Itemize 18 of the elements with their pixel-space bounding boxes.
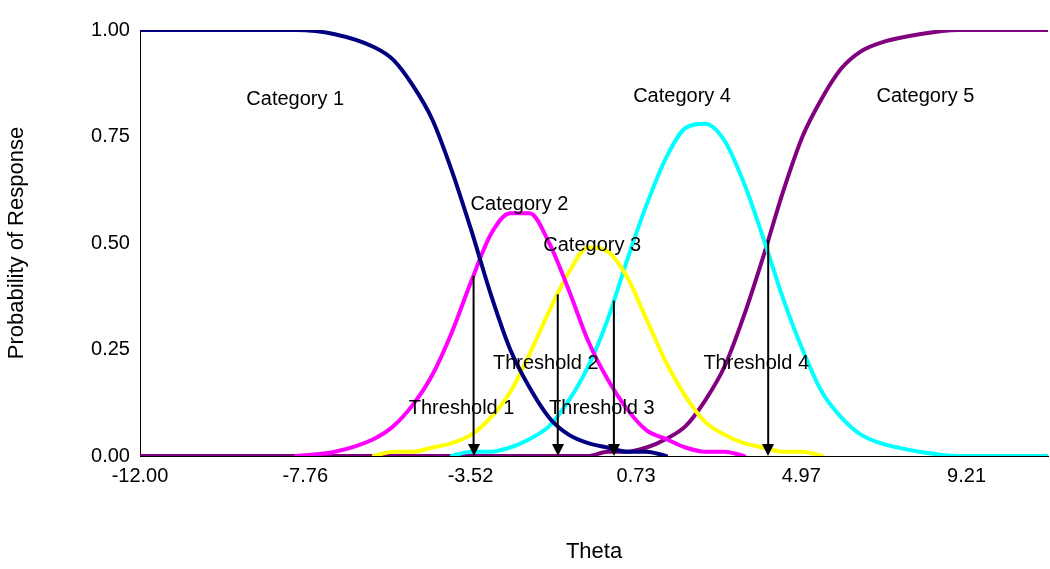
text: Category 1	[246, 87, 345, 110]
y-tick-label: 1.00	[91, 17, 130, 40]
series-label: Category 2	[470, 192, 569, 215]
series-label: Category 5	[876, 84, 975, 107]
x-tick-label: -12.00	[111, 463, 169, 486]
y-tick-label: 0.75	[91, 124, 130, 147]
y-axis-title: Probability of Response	[3, 126, 29, 360]
x-tick-label: -7.76	[282, 463, 329, 486]
x-tick-label: 9.21	[947, 463, 987, 486]
line-series	[140, 30, 1048, 456]
x-tick-label: 0.73	[616, 463, 656, 486]
y-tick-label: 0.00	[91, 443, 130, 466]
y-tick-label: 0.50	[91, 230, 130, 253]
y-tick-label: 0.25	[91, 337, 130, 360]
x-axis-title: Theta	[565, 537, 623, 563]
series-label: Category 4	[633, 84, 731, 107]
x-tick-label: -3.52	[447, 463, 494, 486]
x-tick-label: 4.97	[781, 463, 821, 486]
